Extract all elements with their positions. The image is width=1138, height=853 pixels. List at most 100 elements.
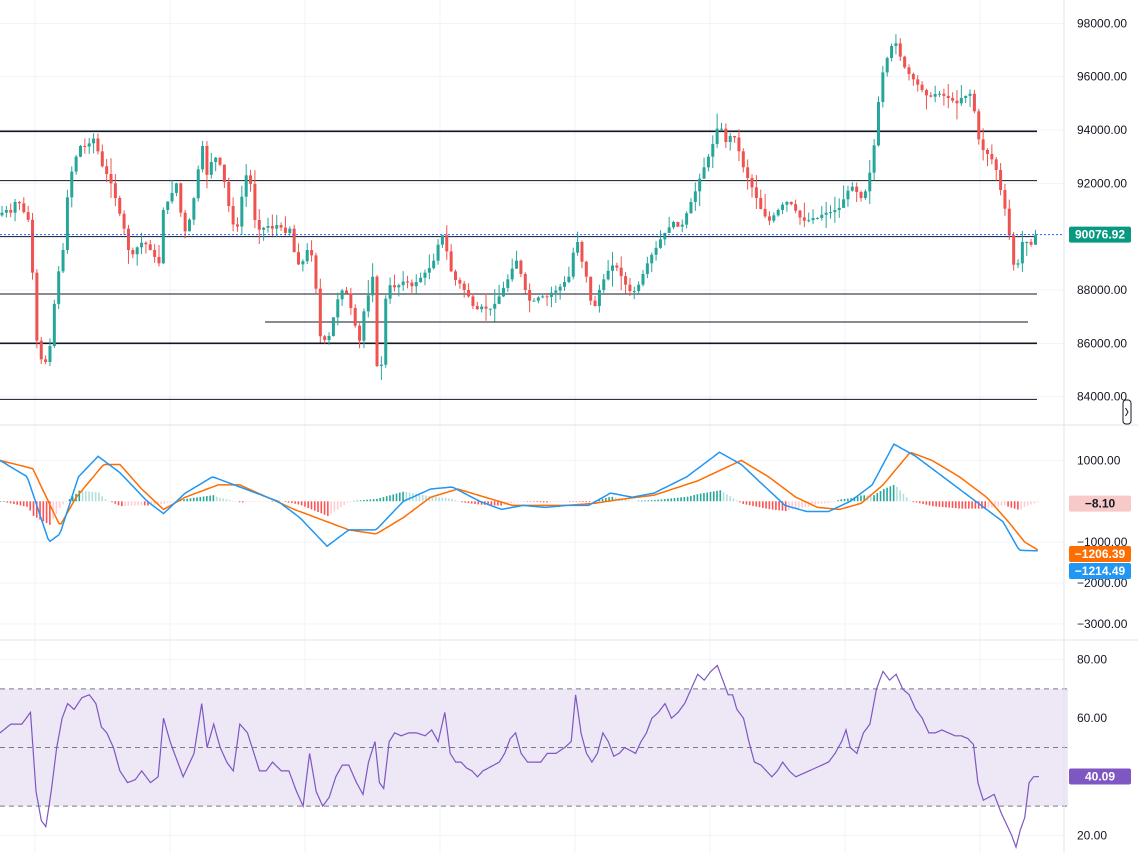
- macd-histogram-bar[interactable]: [817, 501, 820, 504]
- macd-histogram-bar[interactable]: [909, 500, 911, 502]
- macd-histogram-bar[interactable]: [889, 486, 892, 502]
- macd-histogram-bar[interactable]: [310, 501, 313, 510]
- macd-histogram-bar[interactable]: [827, 501, 830, 504]
- candle-body[interactable]: [0, 212, 4, 216]
- candle-body[interactable]: [624, 276, 628, 285]
- macd-histogram-bar[interactable]: [127, 501, 130, 506]
- candle-body[interactable]: [157, 256, 161, 264]
- candle-body[interactable]: [811, 218, 815, 221]
- macd-histogram-bar[interactable]: [598, 499, 601, 502]
- macd-histogram-bar[interactable]: [1030, 501, 1032, 505]
- candle-body[interactable]: [4, 210, 8, 213]
- macd-histogram-bar[interactable]: [287, 501, 290, 503]
- candle-body[interactable]: [174, 183, 178, 193]
- macd-histogram-bar[interactable]: [778, 501, 780, 511]
- candle-body[interactable]: [990, 154, 994, 160]
- macd-histogram-bar[interactable]: [320, 501, 323, 514]
- macd-histogram-bar[interactable]: [71, 496, 74, 502]
- candle-body[interactable]: [310, 250, 314, 256]
- candle-body[interactable]: [1029, 242, 1033, 245]
- candle-body[interactable]: [454, 271, 458, 280]
- candle-body[interactable]: [52, 303, 56, 346]
- macd-histogram-bar[interactable]: [758, 501, 761, 508]
- macd-histogram-bar[interactable]: [811, 501, 813, 506]
- macd-histogram-bar[interactable]: [716, 490, 718, 502]
- macd-histogram-bar[interactable]: [461, 501, 463, 503]
- candle-body[interactable]: [619, 267, 623, 277]
- macd-histogram-bar[interactable]: [379, 497, 381, 502]
- candle-body[interactable]: [903, 56, 907, 68]
- candle-body[interactable]: [384, 298, 388, 365]
- macd-histogram-bar[interactable]: [699, 493, 702, 502]
- candle-body[interactable]: [153, 250, 157, 257]
- macd-histogram-bar[interactable]: [408, 492, 411, 502]
- candle-body[interactable]: [397, 285, 401, 288]
- macd-histogram-bar[interactable]: [883, 489, 885, 502]
- macd-histogram-bar[interactable]: [928, 501, 931, 506]
- candle-body[interactable]: [759, 198, 763, 209]
- macd-histogram-bar[interactable]: [88, 491, 90, 502]
- candle-body[interactable]: [785, 202, 789, 205]
- macd-histogram-bar[interactable]: [860, 495, 862, 502]
- candle-body[interactable]: [188, 219, 192, 232]
- candle-body[interactable]: [1003, 190, 1007, 209]
- macd-histogram-bar[interactable]: [533, 501, 535, 502]
- macd-histogram-bar[interactable]: [748, 501, 751, 506]
- macd-histogram-bar[interactable]: [735, 500, 738, 502]
- macd-histogram-bar[interactable]: [101, 496, 103, 502]
- macd-histogram-bar[interactable]: [932, 501, 934, 507]
- macd-histogram-bar[interactable]: [441, 497, 444, 502]
- candle-body[interactable]: [837, 207, 841, 210]
- candle-body[interactable]: [240, 196, 244, 227]
- macd-histogram-bar[interactable]: [13, 501, 15, 505]
- candle-body[interactable]: [349, 293, 353, 308]
- macd-histogram-bar[interactable]: [526, 501, 529, 502]
- macd-histogram-bar[interactable]: [464, 501, 467, 503]
- candle-body[interactable]: [733, 136, 737, 138]
- macd-histogram-bar[interactable]: [0, 501, 2, 502]
- candle-body[interactable]: [92, 138, 96, 144]
- macd-histogram-bar[interactable]: [317, 501, 319, 513]
- candle-body[interactable]: [589, 276, 593, 301]
- macd-histogram-bar[interactable]: [421, 494, 424, 502]
- candle-body[interactable]: [227, 182, 231, 206]
- candle-body[interactable]: [746, 167, 750, 178]
- macd-histogram-bar[interactable]: [654, 500, 656, 502]
- macd-histogram-bar[interactable]: [366, 499, 368, 502]
- macd-histogram-bar[interactable]: [958, 501, 960, 509]
- candle-body[interactable]: [244, 175, 248, 197]
- macd-histogram-bar[interactable]: [196, 497, 198, 502]
- macd-histogram-bar[interactable]: [32, 501, 35, 516]
- candle-body[interactable]: [554, 290, 558, 293]
- macd-histogram-bar[interactable]: [94, 492, 97, 502]
- macd-histogram-bar[interactable]: [297, 501, 300, 505]
- macd-histogram-bar[interactable]: [892, 485, 895, 502]
- macd-histogram-bar[interactable]: [392, 494, 395, 502]
- macd-histogram-bar[interactable]: [820, 501, 823, 504]
- candle-body[interactable]: [371, 276, 375, 296]
- candle-body[interactable]: [959, 98, 963, 104]
- macd-histogram-bar[interactable]: [840, 499, 843, 502]
- price-pane[interactable]: [0, 34, 1063, 400]
- macd-histogram-bar[interactable]: [925, 501, 928, 505]
- macd-histogram-bar[interactable]: [202, 496, 205, 502]
- macd-histogram-bar[interactable]: [876, 493, 879, 502]
- candle-body[interactable]: [933, 94, 937, 97]
- macd-histogram-bar[interactable]: [611, 496, 614, 502]
- macd-histogram-bar[interactable]: [899, 490, 901, 502]
- candle-body[interactable]: [392, 285, 396, 288]
- candle-body[interactable]: [78, 146, 82, 157]
- macd-histogram-bar[interactable]: [830, 501, 833, 503]
- macd-histogram-bar[interactable]: [565, 501, 568, 502]
- macd-histogram-bar[interactable]: [242, 501, 244, 503]
- macd-histogram-bar[interactable]: [513, 501, 516, 503]
- macd-histogram-bar[interactable]: [781, 501, 784, 511]
- macd-histogram-bar[interactable]: [304, 501, 306, 507]
- macd-histogram-bar[interactable]: [837, 500, 839, 502]
- candle-body[interactable]: [480, 306, 484, 310]
- candle-body[interactable]: [35, 272, 39, 341]
- candle-body[interactable]: [737, 137, 741, 152]
- macd-histogram-bar[interactable]: [984, 501, 987, 509]
- macd-histogram-bar[interactable]: [520, 501, 522, 502]
- macd-histogram-bar[interactable]: [755, 501, 758, 507]
